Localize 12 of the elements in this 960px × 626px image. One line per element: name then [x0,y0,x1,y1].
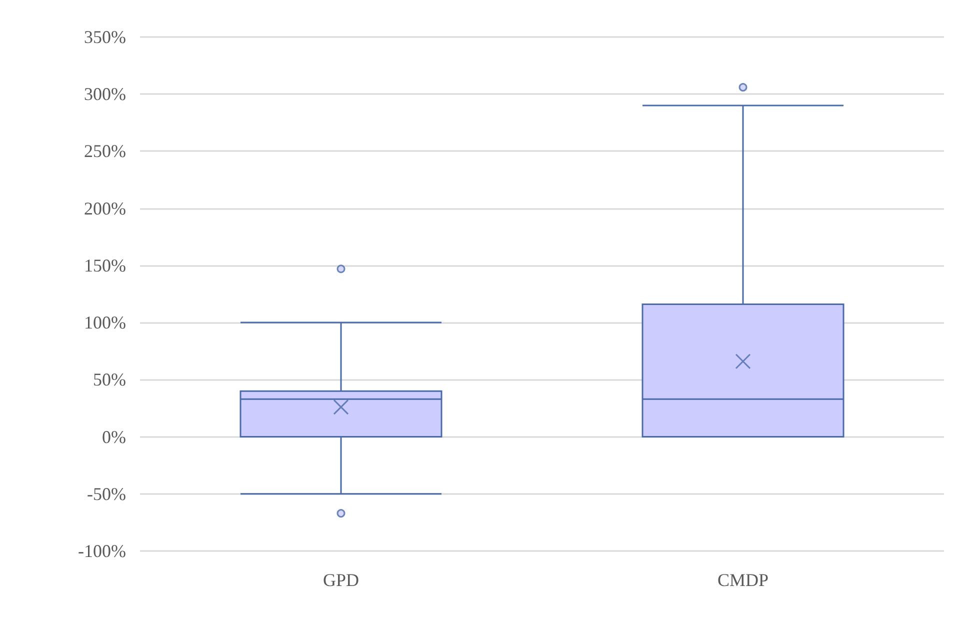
y-tick-label: -50% [87,484,126,504]
y-tick-label: 200% [84,198,126,218]
y-tick-label: 0% [102,426,126,447]
y-tick-label: -100% [78,541,126,561]
x-tick-label: CMDP [717,570,769,590]
y-tick-label: 100% [84,312,126,333]
y-tick-label: 150% [84,255,126,276]
y-tick-label: 350% [84,27,126,47]
y-tick-label: 250% [84,141,126,162]
y-tick-label: 300% [84,84,126,104]
y-tick-label: 50% [93,370,126,390]
x-tick-label: GPD [322,570,360,590]
